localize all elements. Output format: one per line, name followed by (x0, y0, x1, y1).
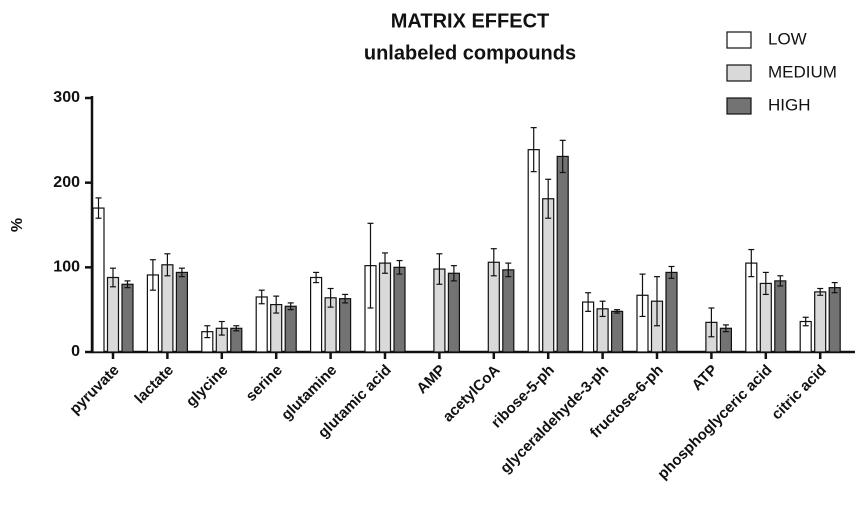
error-bar (273, 295, 280, 314)
bar (310, 276, 323, 353)
bar (175, 271, 188, 353)
bar (393, 266, 406, 353)
y-axis-label: % (9, 218, 26, 232)
x-tick-label: glycine (183, 362, 232, 411)
error-bar (287, 302, 294, 311)
error-bar (110, 267, 116, 288)
bar (284, 305, 297, 353)
error-bar (342, 293, 349, 304)
error-bar (559, 139, 566, 174)
y-tick-label: 0 (71, 343, 80, 360)
error-bar (313, 271, 320, 284)
bar (92, 207, 105, 353)
legend-swatch (726, 64, 752, 82)
bar (556, 155, 569, 353)
error-bar (505, 262, 512, 278)
bar (161, 264, 174, 353)
error-bar (530, 127, 537, 173)
error-bar (367, 222, 374, 309)
x-tick-label: pyruvate (66, 362, 122, 418)
bar (106, 276, 120, 353)
error-bar (654, 276, 660, 327)
error-bar (178, 267, 185, 278)
error-bar (599, 300, 606, 318)
error-bar (748, 248, 755, 278)
error-bar (545, 178, 552, 219)
bar (665, 271, 678, 353)
error-bar (639, 273, 646, 318)
error-bar (95, 197, 102, 219)
legend-label: MEDIUM (768, 62, 837, 81)
error-bar (233, 325, 240, 332)
error-bar (708, 307, 715, 338)
error-bar (490, 248, 497, 277)
chart-title: MATRIX EFFECT (391, 10, 550, 32)
bar (610, 310, 624, 353)
error-bar (382, 252, 388, 274)
bar (121, 283, 134, 353)
error-bar (585, 292, 592, 312)
bar (828, 287, 841, 353)
bar (255, 296, 268, 353)
bar (814, 291, 827, 353)
error-bar (218, 320, 225, 336)
x-tick-label: glyceraldehyde-3-ph (497, 362, 612, 477)
error-bar (831, 281, 838, 294)
error-bar (762, 271, 769, 296)
error-bar (777, 275, 784, 287)
error-bar (450, 265, 457, 282)
x-tick-label: lactate (131, 362, 177, 408)
y-tick-label: 200 (53, 174, 80, 191)
error-bar (327, 287, 334, 308)
x-tick-label: serine (243, 362, 286, 405)
bar (542, 198, 555, 353)
bar (527, 149, 540, 353)
error-bar (164, 253, 171, 277)
bar (339, 298, 352, 353)
error-bar (668, 265, 675, 279)
error-bar (614, 309, 621, 314)
bar (502, 269, 515, 353)
legend-swatch (726, 31, 752, 49)
chart-subtitle: unlabeled compounds (364, 42, 576, 64)
x-tick-label: ATP (689, 362, 721, 394)
y-tick-label: 100 (53, 259, 80, 276)
error-bar (817, 287, 824, 296)
bar (378, 262, 392, 353)
x-tick-label: phosphoglyceric acid (654, 362, 775, 483)
legend-label: HIGH (768, 95, 811, 114)
error-bar (124, 280, 131, 289)
error-bar (436, 253, 443, 285)
x-tick-label: AMP (413, 362, 449, 398)
bar (774, 280, 787, 353)
error-bar (149, 259, 156, 291)
legend-swatch (726, 97, 752, 115)
error-bar (204, 325, 211, 339)
error-bar (802, 316, 809, 327)
y-tick-label: 300 (53, 89, 80, 106)
error-bar (722, 324, 729, 333)
bar (230, 327, 243, 353)
error-bar (396, 259, 403, 275)
error-bar (258, 289, 265, 305)
bar (447, 272, 460, 353)
x-tick-label: citric acid (768, 362, 830, 424)
legend-label: LOW (768, 29, 807, 48)
